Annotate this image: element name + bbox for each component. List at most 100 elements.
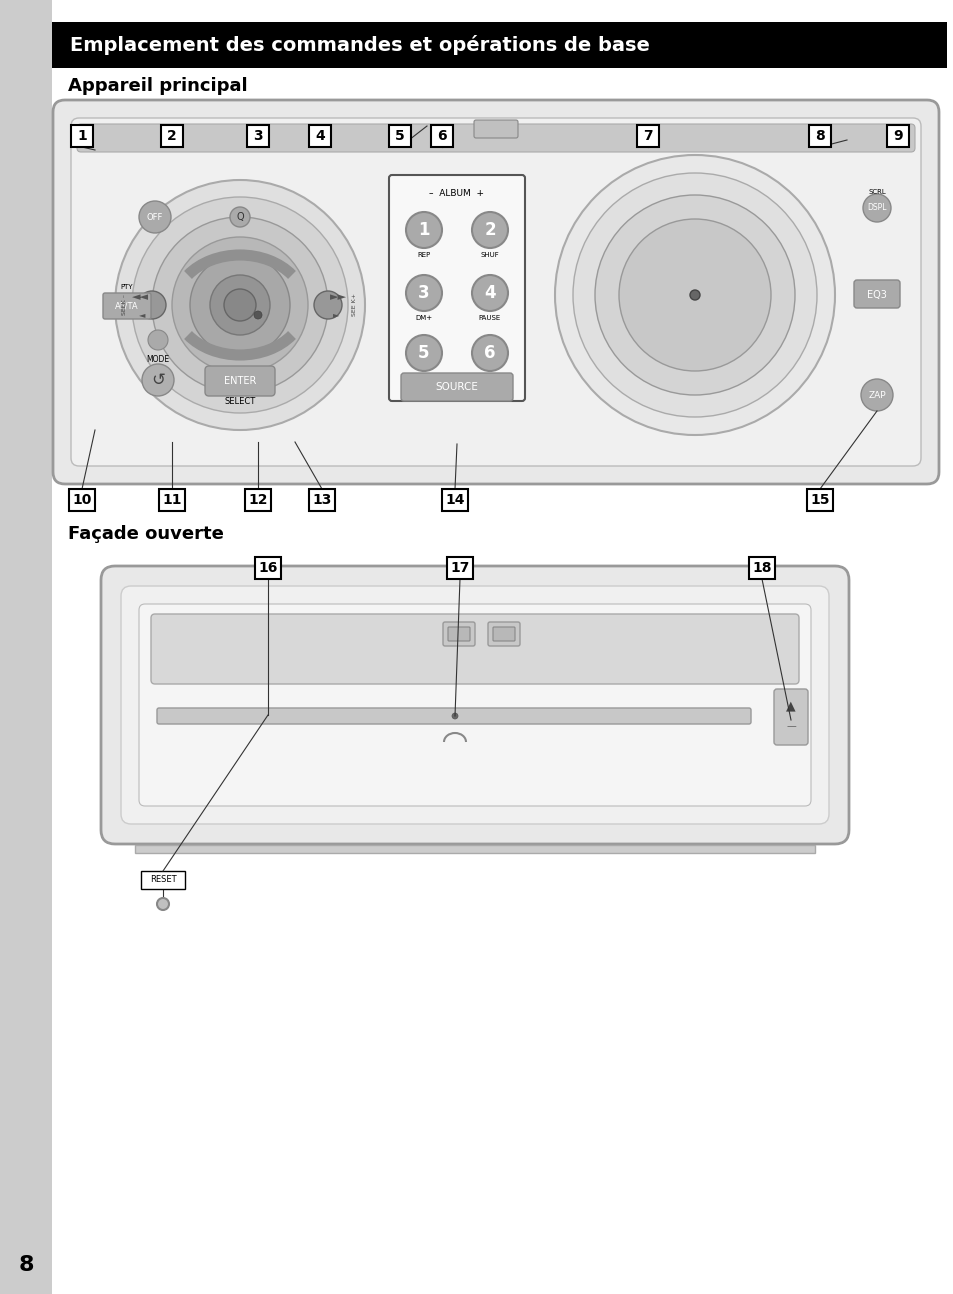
Bar <box>245 489 271 511</box>
Text: Façade ouverte: Façade ouverte <box>68 525 224 543</box>
Circle shape <box>138 291 166 320</box>
Text: SEE K+: SEE K+ <box>352 294 357 317</box>
Bar <box>808 126 830 148</box>
Text: REP: REP <box>416 252 430 258</box>
Text: 10: 10 <box>72 493 91 507</box>
Text: EQ3: EQ3 <box>866 290 886 300</box>
Text: ►►: ►► <box>329 292 346 302</box>
FancyBboxPatch shape <box>442 622 475 646</box>
Text: SHUF: SHUF <box>480 252 498 258</box>
Text: 4: 4 <box>484 283 496 302</box>
Text: 8: 8 <box>18 1255 33 1275</box>
Text: PTY: PTY <box>121 283 133 290</box>
Text: ◄◄: ◄◄ <box>132 292 149 302</box>
Text: 11: 11 <box>162 493 182 507</box>
Text: 8: 8 <box>814 129 824 144</box>
Text: 2: 2 <box>167 129 176 144</box>
Circle shape <box>406 335 441 371</box>
Circle shape <box>132 197 348 413</box>
Text: 6: 6 <box>436 129 446 144</box>
Text: 17: 17 <box>450 562 469 575</box>
Circle shape <box>190 255 290 355</box>
FancyBboxPatch shape <box>53 100 938 484</box>
Bar <box>806 489 832 511</box>
Text: MODE: MODE <box>146 356 170 365</box>
Text: 1: 1 <box>77 129 87 144</box>
Circle shape <box>142 364 173 396</box>
Text: 13: 13 <box>312 493 332 507</box>
FancyBboxPatch shape <box>400 373 513 401</box>
Circle shape <box>210 276 270 335</box>
Circle shape <box>406 276 441 311</box>
Circle shape <box>573 173 816 417</box>
Bar <box>52 22 946 69</box>
Text: SOURCE: SOURCE <box>436 382 478 392</box>
Circle shape <box>139 201 171 233</box>
Bar <box>141 871 185 889</box>
Text: 1: 1 <box>417 221 429 239</box>
Circle shape <box>472 335 507 371</box>
Circle shape <box>862 194 890 223</box>
Bar <box>886 126 908 148</box>
Circle shape <box>253 311 262 320</box>
Bar <box>254 556 281 578</box>
Text: Q: Q <box>236 212 244 223</box>
Text: Emplacement des commandes et opérations de base: Emplacement des commandes et opérations … <box>70 35 649 56</box>
FancyBboxPatch shape <box>151 613 799 685</box>
Text: SELECT: SELECT <box>224 397 255 406</box>
FancyBboxPatch shape <box>493 628 515 641</box>
Circle shape <box>472 276 507 311</box>
Bar <box>0 0 52 1294</box>
Text: 5: 5 <box>395 129 404 144</box>
Text: 2: 2 <box>484 221 496 239</box>
Circle shape <box>472 212 507 248</box>
Text: 3: 3 <box>253 129 262 144</box>
Bar <box>431 126 453 148</box>
Circle shape <box>314 291 341 320</box>
Bar <box>135 845 814 853</box>
FancyBboxPatch shape <box>139 604 810 806</box>
Text: 5: 5 <box>417 344 429 362</box>
Text: SCRL: SCRL <box>867 189 885 195</box>
Circle shape <box>406 212 441 248</box>
Text: 14: 14 <box>445 493 464 507</box>
Text: 6: 6 <box>484 344 496 362</box>
Text: ↺: ↺ <box>151 371 165 389</box>
Circle shape <box>115 180 365 430</box>
Circle shape <box>152 217 328 393</box>
Text: ENTER: ENTER <box>224 377 256 386</box>
Bar <box>71 126 92 148</box>
Bar <box>309 126 331 148</box>
Text: DSPL: DSPL <box>866 203 886 212</box>
Bar <box>247 126 269 148</box>
FancyBboxPatch shape <box>773 688 807 745</box>
Text: 7: 7 <box>642 129 652 144</box>
Circle shape <box>861 379 892 411</box>
Circle shape <box>555 155 834 435</box>
Circle shape <box>172 237 308 373</box>
Circle shape <box>230 207 250 226</box>
Text: OFF: OFF <box>147 212 163 221</box>
FancyBboxPatch shape <box>448 628 470 641</box>
Bar <box>161 126 183 148</box>
Circle shape <box>224 289 255 321</box>
Text: 15: 15 <box>809 493 829 507</box>
Text: 18: 18 <box>752 562 771 575</box>
FancyBboxPatch shape <box>77 124 914 151</box>
Bar <box>637 126 659 148</box>
Bar <box>748 556 774 578</box>
Text: DM+: DM+ <box>415 314 432 321</box>
Circle shape <box>148 330 168 349</box>
Text: 16: 16 <box>258 562 277 575</box>
FancyBboxPatch shape <box>71 118 920 466</box>
FancyBboxPatch shape <box>121 586 828 824</box>
Text: 4: 4 <box>314 129 325 144</box>
FancyBboxPatch shape <box>389 175 524 401</box>
Bar <box>309 489 335 511</box>
Circle shape <box>618 219 770 371</box>
FancyBboxPatch shape <box>205 366 274 396</box>
FancyBboxPatch shape <box>103 292 151 320</box>
Text: SEEK –: SEEK – <box>121 295 127 316</box>
Bar <box>389 126 411 148</box>
Text: ◄: ◄ <box>138 311 145 320</box>
